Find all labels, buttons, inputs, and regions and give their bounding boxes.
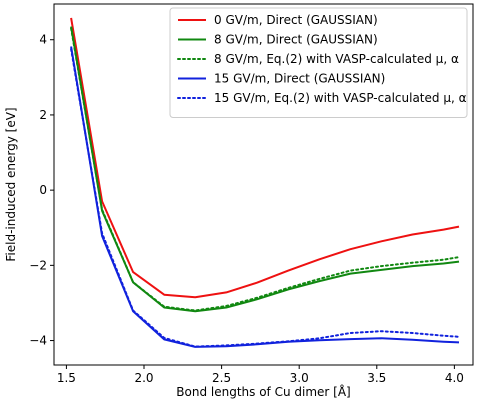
series-line-5 <box>70 48 460 348</box>
legend-items: 0 GV/m, Direct (GAUSSIAN) 8 GV/m, Direct … <box>177 13 467 105</box>
legend-label: 15 GV/m, Eq.(2) with VASP-calculated μ, … <box>214 91 467 105</box>
legend-label: 15 GV/m, Direct (GAUSSIAN) <box>214 72 385 86</box>
x-tick-label: 2.5 <box>212 371 231 385</box>
legend-item: 15 GV/m, Direct (GAUSSIAN) <box>178 72 385 86</box>
x-tick-label: 2.0 <box>134 371 153 385</box>
x-axis-ticks: 1.5 2.0 2.5 3.0 3.5 4.0 <box>57 365 464 385</box>
y-tick-label: 2 <box>39 108 47 122</box>
legend-item: 15 GV/m, Eq.(2) with VASP-calculated μ, … <box>177 91 467 105</box>
legend-item: 0 GV/m, Direct (GAUSSIAN) <box>178 13 378 27</box>
x-axis-title: Bond lengths of Cu dimer [Å] <box>176 384 350 399</box>
y-tick-label: 0 <box>39 183 47 197</box>
legend-box <box>169 7 468 118</box>
series-line-3 <box>70 27 460 312</box>
series-layer <box>70 17 460 348</box>
x-tick-label: 3.0 <box>290 371 309 385</box>
y-tick-label: 4 <box>39 33 47 47</box>
y-axis-ticks: −4 −2 0 2 4 <box>29 33 54 348</box>
legend-item: 8 GV/m, Direct (GAUSSIAN) <box>178 33 378 47</box>
legend: 0 GV/m, Direct (GAUSSIAN) 8 GV/m, Direct … <box>169 7 468 118</box>
legend-label: 0 GV/m, Direct (GAUSSIAN) <box>214 13 378 27</box>
legend-item: 8 GV/m, Eq.(2) with VASP-calculated μ, α <box>177 52 459 66</box>
y-tick-label: −2 <box>29 258 47 272</box>
legend-label: 8 GV/m, Eq.(2) with VASP-calculated μ, α <box>214 52 459 66</box>
legend-label: 8 GV/m, Direct (GAUSSIAN) <box>214 33 378 47</box>
x-tick-label: 3.5 <box>367 371 386 385</box>
series-line-1 <box>70 17 460 299</box>
plot-frame <box>53 3 474 366</box>
x-tick-label: 1.5 <box>57 371 76 385</box>
y-axis-title: Field-induced energy [eV] <box>4 107 18 261</box>
x-tick-label: 4.0 <box>445 371 464 385</box>
y-tick-label: −4 <box>29 334 47 348</box>
